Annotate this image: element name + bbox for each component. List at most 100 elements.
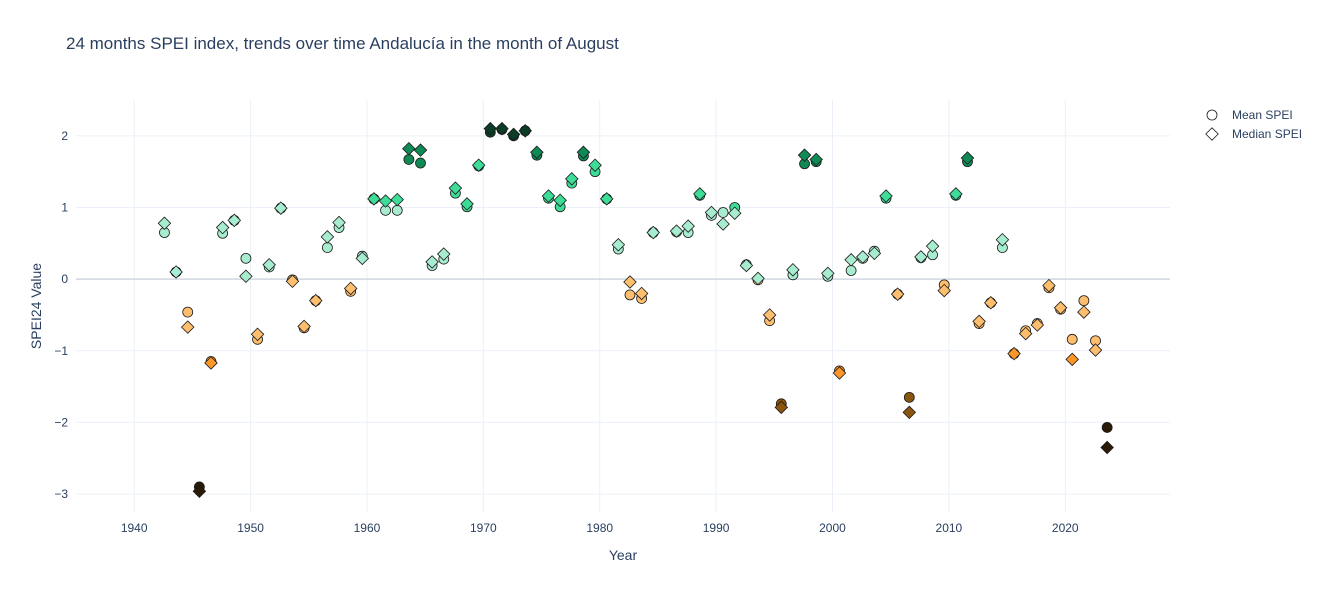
median-spei-point[interactable] bbox=[960, 151, 975, 165]
median-spei-point[interactable] bbox=[215, 220, 230, 235]
median-spei-point[interactable] bbox=[378, 194, 393, 208]
median-spei-point[interactable] bbox=[425, 255, 439, 269]
median-spei-point[interactable] bbox=[297, 319, 311, 334]
median-spei-point[interactable] bbox=[262, 258, 276, 272]
median-spei-point[interactable] bbox=[762, 308, 777, 322]
median-spei-point[interactable] bbox=[704, 205, 719, 220]
median-spei-point[interactable] bbox=[553, 193, 567, 208]
median-spei-point[interactable] bbox=[751, 271, 765, 286]
median-spei-point[interactable] bbox=[727, 206, 742, 220]
median-spei-point[interactable] bbox=[1100, 440, 1114, 455]
median-spei-point[interactable] bbox=[192, 484, 207, 498]
median-spei-point[interactable] bbox=[530, 145, 544, 160]
median-spei-point[interactable] bbox=[250, 327, 265, 342]
median-spei-point[interactable] bbox=[402, 141, 416, 156]
median-spei-point[interactable] bbox=[786, 263, 800, 277]
mean-spei-point[interactable] bbox=[624, 289, 636, 301]
median-spei-point[interactable] bbox=[693, 187, 707, 201]
median-spei-point[interactable] bbox=[984, 296, 998, 310]
median-spei-point[interactable] bbox=[460, 197, 474, 211]
median-spei-point[interactable] bbox=[506, 127, 521, 142]
y-axis-title: SPEI24 Value bbox=[28, 263, 44, 349]
median-spei-point[interactable] bbox=[1018, 326, 1033, 341]
median-spei-point[interactable] bbox=[681, 219, 695, 233]
mean-spei-point[interactable] bbox=[240, 252, 252, 264]
median-spei-point[interactable] bbox=[285, 274, 300, 289]
median-spei-point[interactable] bbox=[611, 237, 626, 252]
median-spei-point[interactable] bbox=[308, 293, 323, 308]
median-spei-point[interactable] bbox=[471, 158, 486, 172]
mean-spei-point[interactable] bbox=[845, 265, 857, 276]
mean-spei-point[interactable] bbox=[1101, 422, 1113, 433]
median-spei-point[interactable] bbox=[623, 275, 637, 289]
median-spei-point[interactable] bbox=[437, 247, 451, 261]
median-spei-point[interactable] bbox=[343, 281, 358, 296]
median-spei-point[interactable] bbox=[239, 269, 253, 284]
data-points[interactable] bbox=[157, 121, 1114, 498]
median-spei-point[interactable] bbox=[995, 232, 1010, 247]
mean-spei-point[interactable] bbox=[391, 204, 403, 216]
median-spei-point[interactable] bbox=[902, 405, 917, 420]
median-spei-point[interactable] bbox=[669, 224, 684, 238]
median-spei-point[interactable] bbox=[413, 143, 428, 157]
median-spei-point[interactable] bbox=[588, 158, 602, 172]
median-spei-point[interactable] bbox=[483, 121, 498, 136]
legend-item-circle[interactable]: Mean SPEI bbox=[1206, 108, 1293, 122]
mean-spei-point[interactable] bbox=[415, 157, 426, 169]
median-spei-point[interactable] bbox=[204, 356, 218, 370]
median-spei-point[interactable] bbox=[646, 225, 661, 240]
median-spei-point[interactable] bbox=[565, 172, 579, 186]
median-spei-point[interactable] bbox=[576, 145, 591, 160]
median-spei-point[interactable] bbox=[448, 181, 463, 195]
median-spei-point[interactable] bbox=[1053, 301, 1068, 315]
median-spei-point[interactable] bbox=[367, 192, 381, 206]
median-spei-point[interactable] bbox=[972, 314, 986, 329]
median-spei-point[interactable] bbox=[541, 189, 556, 203]
median-spei-point[interactable] bbox=[797, 148, 812, 162]
median-spei-point[interactable] bbox=[332, 215, 346, 230]
mean-spei-point[interactable] bbox=[321, 242, 333, 254]
median-spei-point[interactable] bbox=[227, 213, 242, 228]
median-spei-point[interactable] bbox=[1065, 352, 1080, 367]
median-spei-point[interactable] bbox=[274, 201, 288, 215]
median-spei-point[interactable] bbox=[1042, 278, 1056, 293]
mean-spei-point[interactable] bbox=[182, 306, 194, 318]
median-spei-point[interactable] bbox=[518, 124, 533, 138]
median-spei-point[interactable] bbox=[1030, 318, 1045, 332]
median-spei-point[interactable] bbox=[599, 192, 614, 206]
median-spei-point[interactable] bbox=[914, 250, 928, 264]
median-spei-point[interactable] bbox=[809, 152, 823, 167]
mean-spei-point[interactable] bbox=[1078, 295, 1090, 307]
median-spei-point[interactable] bbox=[1077, 305, 1091, 319]
median-spei-point[interactable] bbox=[355, 251, 370, 266]
median-spei-point[interactable] bbox=[925, 239, 940, 253]
median-spei-point[interactable] bbox=[320, 230, 335, 244]
legend-item-diamond[interactable]: Median SPEI bbox=[1205, 127, 1302, 141]
median-spei-point[interactable] bbox=[1088, 343, 1103, 357]
median-spei-point[interactable] bbox=[949, 187, 963, 201]
median-spei-point[interactable] bbox=[1007, 346, 1021, 361]
legend[interactable]: Mean SPEI Median SPEI bbox=[1205, 108, 1302, 141]
median-spei-point[interactable] bbox=[634, 286, 649, 301]
median-spei-point[interactable] bbox=[157, 216, 172, 231]
median-spei-point[interactable] bbox=[937, 283, 951, 298]
median-spei-point[interactable] bbox=[855, 250, 870, 264]
y-tick-label: −3 bbox=[54, 487, 68, 501]
median-spei-point[interactable] bbox=[390, 192, 404, 207]
median-spei-point[interactable] bbox=[844, 253, 858, 267]
median-spei-point[interactable] bbox=[890, 287, 905, 301]
mean-spei-point[interactable] bbox=[717, 207, 729, 218]
median-spei-point[interactable] bbox=[180, 320, 195, 334]
mean-spei-point[interactable] bbox=[903, 391, 915, 403]
median-spei-point[interactable] bbox=[495, 121, 509, 136]
median-spei-point[interactable] bbox=[867, 246, 882, 261]
median-spei-point[interactable] bbox=[716, 217, 730, 231]
median-spei-point[interactable] bbox=[774, 400, 789, 415]
mean-spei-point[interactable] bbox=[1066, 333, 1078, 345]
median-spei-point[interactable] bbox=[821, 266, 835, 281]
mean-spei-point[interactable] bbox=[403, 154, 415, 165]
median-spei-point[interactable] bbox=[739, 258, 754, 273]
median-spei-point[interactable] bbox=[832, 366, 847, 380]
median-spei-point[interactable] bbox=[879, 189, 893, 203]
median-spei-point[interactable] bbox=[169, 265, 183, 279]
